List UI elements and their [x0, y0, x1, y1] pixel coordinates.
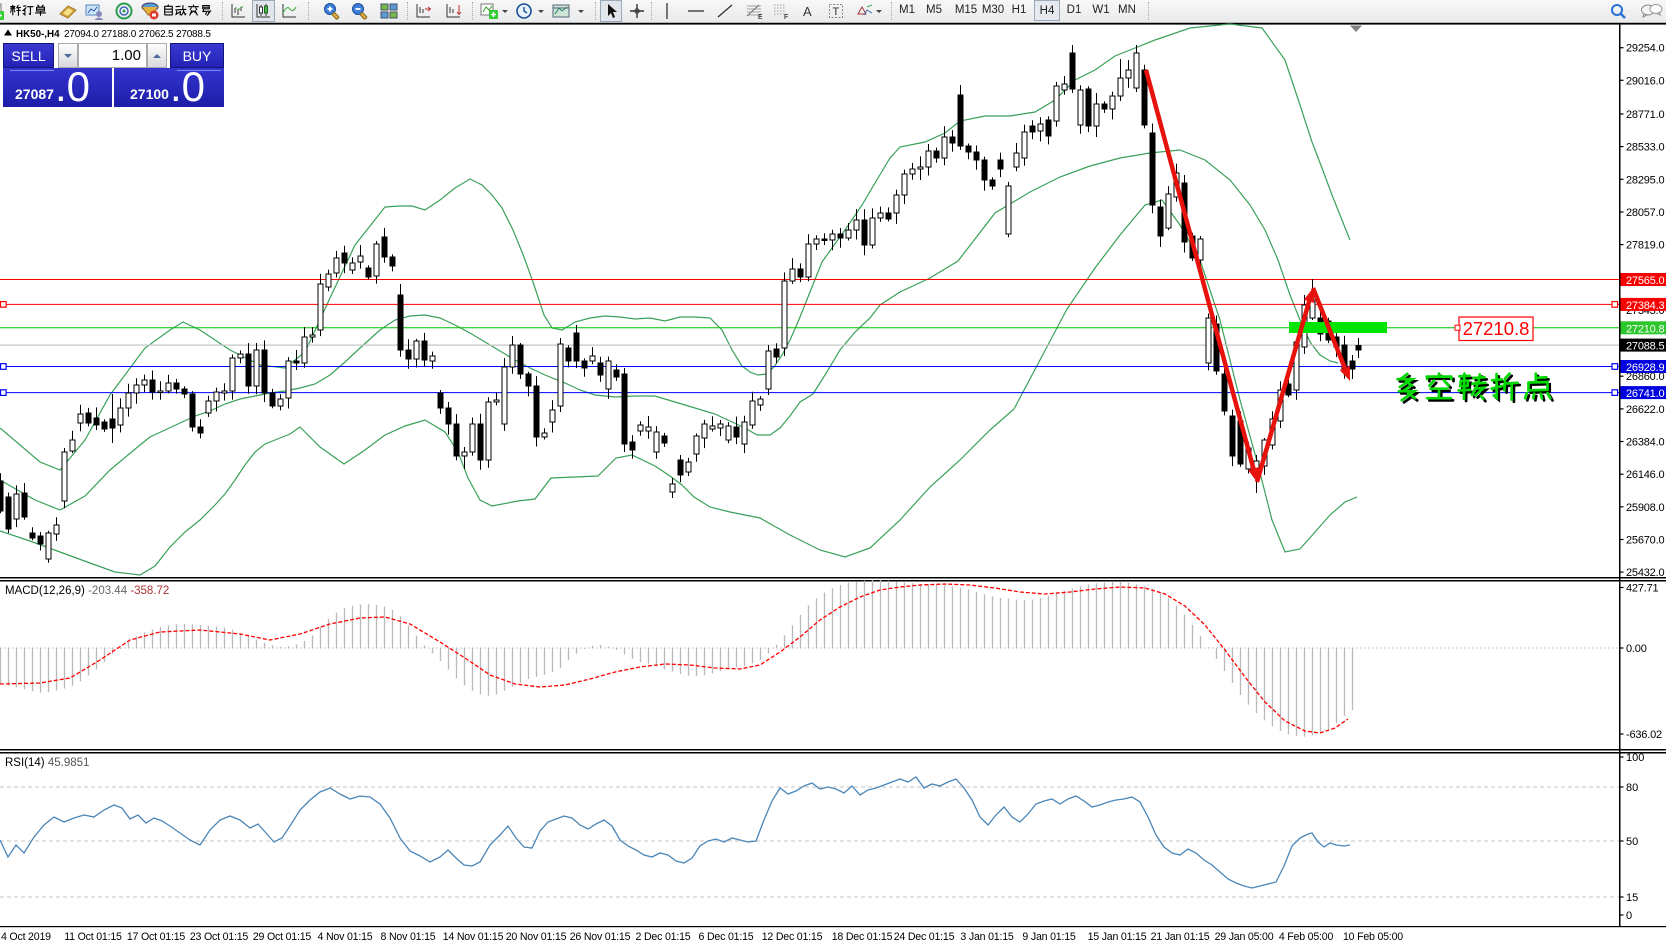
svg-text:E: E — [758, 14, 763, 21]
svg-text:28295.0: 28295.0 — [1626, 174, 1664, 186]
svg-text:11 Oct 01:15: 11 Oct 01:15 — [64, 931, 122, 943]
svg-text:26928.9: 26928.9 — [1626, 362, 1664, 374]
svg-text:27210.8: 27210.8 — [1463, 318, 1530, 339]
svg-text:15 Jan 01:15: 15 Jan 01:15 — [1088, 931, 1147, 943]
svg-text:28771.0: 28771.0 — [1626, 109, 1664, 121]
svg-text:427.71: 427.71 — [1626, 583, 1659, 595]
svg-text:HK50-,H4: HK50-,H4 — [16, 29, 60, 40]
svg-text:2 Dec 01:15: 2 Dec 01:15 — [636, 931, 691, 943]
svg-text:F: F — [784, 14, 788, 21]
svg-text:28533.0: 28533.0 — [1626, 142, 1664, 154]
svg-text:25908.0: 25908.0 — [1626, 502, 1664, 514]
svg-text:8 Nov 01:15: 8 Nov 01:15 — [381, 931, 436, 943]
svg-text:50: 50 — [1626, 836, 1638, 848]
svg-text:29016.0: 29016.0 — [1626, 75, 1664, 87]
svg-text:T: T — [833, 6, 840, 18]
svg-text:20 Nov 01:15: 20 Nov 01:15 — [506, 931, 567, 943]
svg-text:28057.0: 28057.0 — [1626, 207, 1664, 219]
svg-text:18 Dec 01:15: 18 Dec 01:15 — [832, 931, 893, 943]
svg-text:4 Nov 01:15: 4 Nov 01:15 — [318, 931, 373, 943]
svg-text:15: 15 — [1626, 892, 1638, 904]
svg-text:10 Feb 05:00: 10 Feb 05:00 — [1343, 931, 1403, 943]
svg-text:26 Nov 01:15: 26 Nov 01:15 — [570, 931, 631, 943]
svg-text:12 Dec 01:15: 12 Dec 01:15 — [762, 931, 823, 943]
svg-text:100: 100 — [1626, 752, 1644, 764]
svg-text:27819.0: 27819.0 — [1626, 240, 1664, 252]
svg-text:27094.0 27188.0 27062.5 27088.: 27094.0 27188.0 27062.5 27088.5 — [64, 29, 211, 40]
svg-text:0: 0 — [1626, 910, 1632, 922]
svg-text:26146.0: 26146.0 — [1626, 469, 1664, 481]
svg-text:23 Oct 01:15: 23 Oct 01:15 — [190, 931, 249, 943]
svg-text:6 Dec 01:15: 6 Dec 01:15 — [699, 931, 754, 943]
svg-text:21 Jan 01:15: 21 Jan 01:15 — [1151, 931, 1210, 943]
svg-text:24 Dec 01:15: 24 Dec 01:15 — [894, 931, 955, 943]
svg-text:A: A — [803, 4, 812, 19]
svg-text:0.00: 0.00 — [1626, 643, 1647, 655]
svg-text:3 Jan 01:15: 3 Jan 01:15 — [960, 931, 1013, 943]
svg-text:25670.0: 25670.0 — [1626, 535, 1664, 547]
svg-text:29 Oct 01:15: 29 Oct 01:15 — [253, 931, 312, 943]
svg-text:RSI(14) 45.9851: RSI(14) 45.9851 — [5, 757, 89, 769]
svg-text:4 Oct 2019: 4 Oct 2019 — [1, 931, 51, 943]
svg-text:4 Feb 05:00: 4 Feb 05:00 — [1279, 931, 1334, 943]
svg-text:26622.0: 26622.0 — [1626, 404, 1664, 416]
svg-text:27565.0: 27565.0 — [1626, 275, 1664, 287]
svg-text:MACD(12,26,9) -203.44 -358.72: MACD(12,26,9) -203.44 -358.72 — [5, 585, 169, 597]
svg-text:27210.8: 27210.8 — [1626, 323, 1664, 335]
svg-text:14 Nov 01:15: 14 Nov 01:15 — [443, 931, 504, 943]
svg-text:29254.0: 29254.0 — [1626, 43, 1664, 55]
svg-text:25432.0: 25432.0 — [1626, 567, 1664, 579]
svg-text:26741.0: 26741.0 — [1626, 388, 1664, 400]
svg-text:26860.0: 26860.0 — [1626, 371, 1664, 383]
svg-text:-636.02: -636.02 — [1626, 729, 1662, 741]
svg-text:80: 80 — [1626, 782, 1638, 794]
svg-text:17 Oct 01:15: 17 Oct 01:15 — [127, 931, 186, 943]
svg-text:27088.5: 27088.5 — [1626, 341, 1664, 353]
svg-text:27384.3: 27384.3 — [1626, 300, 1664, 312]
svg-text:29 Jan 05:00: 29 Jan 05:00 — [1215, 931, 1274, 943]
svg-text:9 Jan 01:15: 9 Jan 01:15 — [1022, 931, 1075, 943]
svg-text:26384.0: 26384.0 — [1626, 437, 1664, 449]
